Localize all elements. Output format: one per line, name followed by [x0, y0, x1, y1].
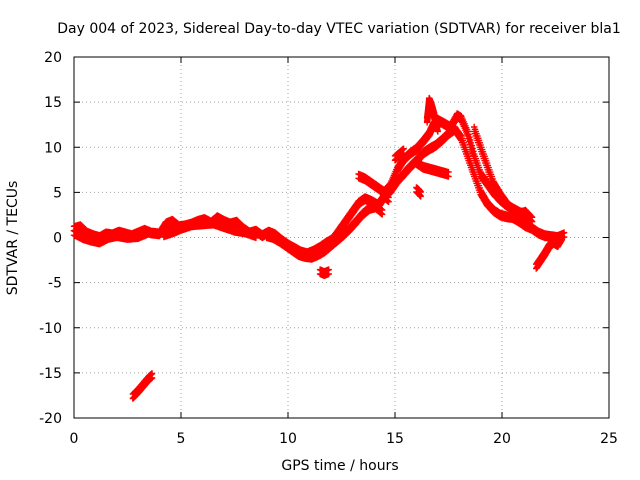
series-mid-band-lower	[160, 217, 260, 242]
data-point-markers	[413, 184, 424, 200]
y-tick-label: 0	[53, 231, 62, 247]
tick-layer: 0 5 10 15 20 25 -20 -15 -10 -5 0 5 10 15 20	[39, 50, 618, 447]
data-point-markers	[376, 190, 392, 209]
y-tick-label: -20	[39, 411, 62, 427]
data-point-markers	[471, 123, 536, 225]
y-tick-label: -15	[39, 366, 62, 382]
series-early-band-lower	[70, 226, 153, 248]
x-tick-label: 5	[177, 431, 186, 447]
y-tick-label: 20	[44, 50, 62, 66]
y-tick-label: 10	[44, 140, 62, 156]
y-tick-label: -5	[48, 276, 62, 292]
x-tick-label: 10	[279, 431, 297, 447]
series-late-branch	[471, 123, 536, 225]
data-point-markers	[160, 217, 260, 242]
data-point-markers	[263, 201, 386, 263]
chart-title: Day 004 of 2023, Sidereal Day-to-day VTE…	[57, 21, 620, 37]
y-tick-label: 5	[53, 185, 62, 201]
data-point-markers	[129, 370, 156, 402]
data-point-markers	[413, 157, 452, 180]
series-outlier	[129, 370, 156, 402]
series-spike-15	[391, 145, 407, 164]
data-point-markers	[391, 145, 407, 164]
y-tick-label: -10	[39, 321, 62, 337]
grid-layer	[74, 57, 609, 418]
y-tick-label: 15	[44, 95, 62, 111]
y-axis-label: SDTVAR / TECUs	[5, 181, 21, 296]
data-point-markers	[70, 226, 153, 248]
series-offset-segment	[413, 157, 452, 180]
data-point-markers	[316, 266, 332, 279]
x-tick-label: 15	[386, 431, 404, 447]
x-tick-label: 25	[600, 431, 618, 447]
series-end-segment	[533, 232, 566, 272]
series-small-jump	[376, 190, 392, 209]
x-tick-label: 20	[493, 431, 511, 447]
data-point-markers	[533, 232, 566, 272]
x-axis-label: GPS time / hours	[281, 458, 398, 474]
x-tick-label: 0	[70, 431, 79, 447]
series-dip-segment	[316, 266, 332, 279]
series-peak-spike	[423, 94, 441, 135]
series-lower-branch	[263, 201, 386, 263]
data-point-markers	[423, 94, 441, 135]
data-layer	[70, 94, 568, 402]
series-blip-16	[413, 184, 424, 200]
